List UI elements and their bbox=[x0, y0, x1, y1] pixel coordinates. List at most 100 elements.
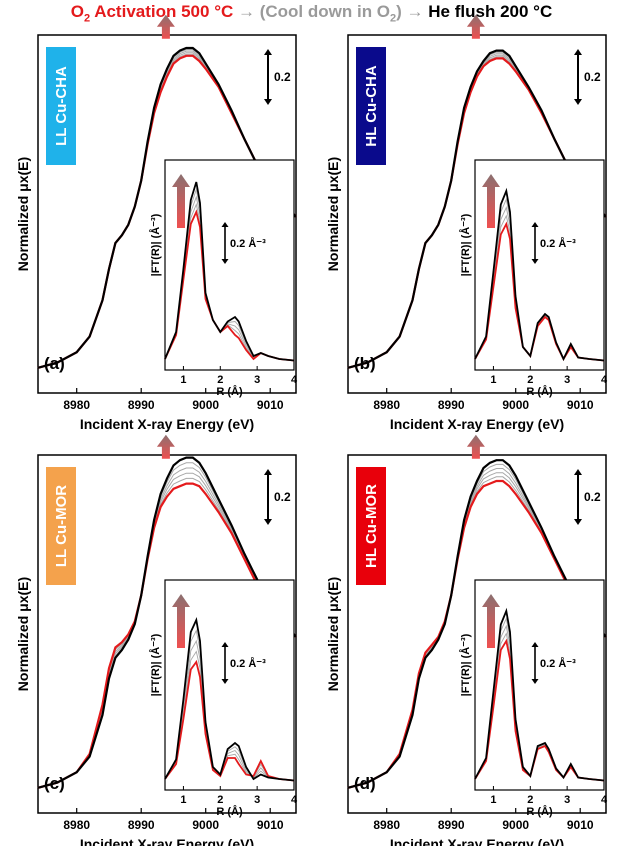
inset-y-axis-label: |FT(R)| (Å⁻³) bbox=[459, 633, 472, 696]
inset-flush-ft bbox=[474, 607, 605, 782]
x-tick-label: 9000 bbox=[502, 818, 529, 832]
inset-flush-ft bbox=[164, 616, 295, 782]
trend-arrow-icon bbox=[466, 434, 485, 459]
flush-spectrum bbox=[347, 459, 607, 789]
flush-spectrum bbox=[37, 456, 297, 789]
scale-bar-label: 0.2 bbox=[584, 70, 601, 84]
inset-x-tick-label: 3 bbox=[254, 374, 260, 386]
sample-label-box bbox=[356, 47, 386, 165]
inset-ft-plot: 1 2 3 4 R (Å) |FT(R)| (Å⁻³) 0.2 Å⁻³ bbox=[149, 579, 298, 818]
inset-scale-bar-label: 0.2 Å⁻³ bbox=[540, 237, 576, 250]
flush-spectrum bbox=[347, 49, 607, 369]
inset-scale-arrow-down-icon bbox=[531, 679, 539, 684]
trend-arrow-icon bbox=[156, 434, 175, 459]
inset-frame bbox=[164, 159, 295, 371]
figure-title: O2 Activation 500 °C → (Cool down in O2)… bbox=[0, 2, 623, 24]
x-tick-label: 8990 bbox=[438, 398, 465, 412]
panel-label: (b) bbox=[354, 354, 376, 373]
inset-x-axis-label: R (Å) bbox=[526, 805, 553, 818]
inset-ft-plot: 1 2 3 4 R (Å) |FT(R)| (Å⁻³) 0.2 Å⁻³ bbox=[459, 579, 608, 818]
inset-ft-plot: 1 2 3 4 R (Å) |FT(R)| (Å⁻³) 0.2 Å⁻³ bbox=[459, 159, 608, 398]
scale-arrow-up-icon bbox=[264, 49, 272, 55]
sample-label-box bbox=[356, 467, 386, 585]
trend-arrow-icon bbox=[156, 14, 175, 39]
inset-x-tick-label: 1 bbox=[180, 374, 186, 386]
x-tick-label: 9010 bbox=[257, 818, 284, 832]
inset-x-tick-label: 1 bbox=[490, 374, 496, 386]
title-activation: O2 Activation 500 °C bbox=[70, 2, 234, 25]
inset-scale-arrow-up-icon bbox=[531, 642, 539, 647]
x-tick-label: 9000 bbox=[192, 818, 219, 832]
scale-arrow-up-icon bbox=[574, 469, 582, 475]
inset-scale-arrow-up-icon bbox=[221, 642, 229, 647]
inset-scale-arrow-down-icon bbox=[221, 259, 229, 264]
scale-arrow-down-icon bbox=[264, 99, 272, 105]
inset-x-tick-label: 4 bbox=[291, 374, 298, 386]
x-axis-label: Incident X-ray Energy (eV) bbox=[390, 836, 564, 846]
inset-trend-arrow-icon bbox=[172, 174, 190, 228]
inset-scale-arrow-down-icon bbox=[221, 679, 229, 684]
inset-scale-arrow-down-icon bbox=[531, 259, 539, 264]
sample-label: HL Cu-CHA bbox=[363, 65, 380, 147]
scale-bar-label: 0.2 bbox=[274, 490, 291, 504]
flush-spectrum bbox=[37, 46, 297, 369]
inset-y-axis-label: |FT(R)| (Å⁻³) bbox=[149, 213, 162, 276]
inset-flush-ft bbox=[474, 187, 605, 362]
inset-flush-ft bbox=[164, 181, 295, 362]
inset-scale-bar-label: 0.2 Å⁻³ bbox=[230, 237, 266, 250]
x-tick-label: 8980 bbox=[373, 398, 400, 412]
inset-y-axis-label: |FT(R)| (Å⁻³) bbox=[149, 633, 162, 696]
title-flush: He flush 200 °C bbox=[428, 2, 553, 21]
inset-x-tick-label: 4 bbox=[291, 794, 298, 806]
panel-label: (d) bbox=[354, 774, 376, 793]
x-tick-label: 8990 bbox=[128, 398, 155, 412]
inset-scale-arrow-up-icon bbox=[531, 222, 539, 227]
x-axis-label: Incident X-ray Energy (eV) bbox=[390, 416, 564, 432]
inset-x-tick-label: 2 bbox=[217, 374, 223, 386]
inset-scale-bar-label: 0.2 Å⁻³ bbox=[540, 657, 576, 670]
inset-trend-arrow-icon bbox=[482, 174, 500, 228]
x-tick-label: 8990 bbox=[128, 818, 155, 832]
y-axis-label: Normalized μx(E) bbox=[15, 577, 31, 691]
x-tick-label: 8980 bbox=[373, 818, 400, 832]
activation-spectrum bbox=[37, 482, 297, 789]
inset-x-tick-label: 4 bbox=[601, 794, 608, 806]
inset-x-tick-label: 3 bbox=[254, 794, 260, 806]
inset-x-axis-label: R (Å) bbox=[216, 385, 243, 398]
x-axis-label: Incident X-ray Energy (eV) bbox=[80, 836, 254, 846]
title-arrow-2: → bbox=[401, 2, 429, 21]
y-axis-label: Normalized μx(E) bbox=[325, 157, 341, 271]
inset-x-axis-label: R (Å) bbox=[526, 385, 553, 398]
scale-bar-label: 0.2 bbox=[584, 490, 601, 504]
scale-arrow-up-icon bbox=[574, 49, 582, 55]
scale-bar-label: 0.2 bbox=[274, 70, 291, 84]
x-tick-label: 9000 bbox=[502, 398, 529, 412]
inset-trend-arrow-icon bbox=[482, 594, 500, 648]
inset-x-tick-label: 2 bbox=[527, 374, 533, 386]
title-cooldown: (Cool down in O2) bbox=[259, 2, 402, 25]
x-tick-label: 8990 bbox=[438, 818, 465, 832]
inset-x-tick-label: 3 bbox=[564, 374, 570, 386]
inset-scale-arrow-up-icon bbox=[221, 222, 229, 227]
x-tick-label: 9010 bbox=[257, 398, 284, 412]
panel-label: (a) bbox=[44, 354, 65, 373]
inset-x-tick-label: 4 bbox=[601, 374, 608, 386]
sample-label-box bbox=[46, 467, 76, 585]
panel-label: (c) bbox=[44, 774, 65, 793]
y-axis-label: Normalized μx(E) bbox=[325, 577, 341, 691]
x-tick-label: 9000 bbox=[192, 398, 219, 412]
x-tick-label: 8980 bbox=[63, 818, 90, 832]
sample-label: HL Cu-MOR bbox=[363, 484, 380, 568]
x-axis-label: Incident X-ray Energy (eV) bbox=[80, 416, 254, 432]
title-arrow-1: → bbox=[233, 2, 260, 21]
inset-x-tick-label: 2 bbox=[217, 794, 223, 806]
scale-arrow-up-icon bbox=[264, 469, 272, 475]
sample-label-box bbox=[46, 47, 76, 165]
x-tick-label: 9010 bbox=[567, 818, 594, 832]
scale-arrow-down-icon bbox=[574, 99, 582, 105]
